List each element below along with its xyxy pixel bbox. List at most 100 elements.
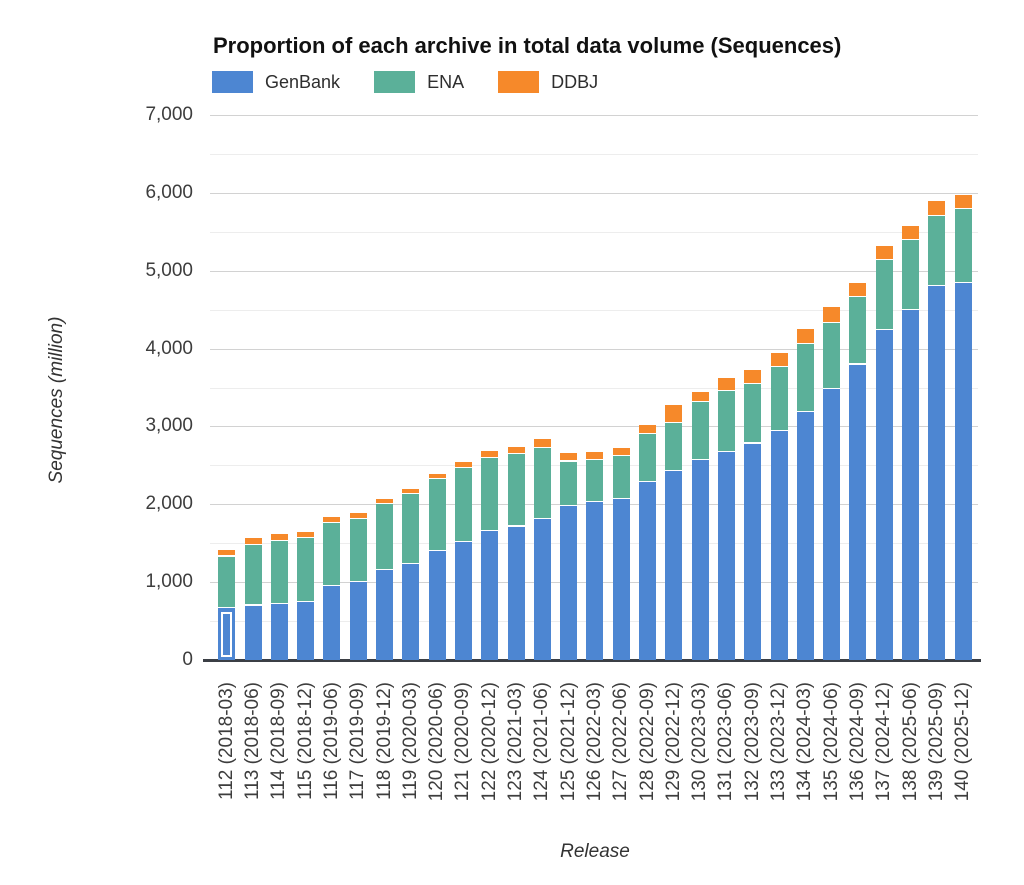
segment-ena[interactable]	[428, 478, 446, 551]
segment-genbank[interactable]	[560, 505, 578, 660]
segment-ena[interactable]	[218, 556, 236, 608]
segment-ena[interactable]	[954, 209, 972, 283]
segment-ena[interactable]	[586, 459, 604, 503]
segment-ddbj[interactable]	[902, 225, 919, 240]
segment-ddbj[interactable]	[586, 451, 604, 460]
segment-genbank[interactable]	[428, 550, 446, 660]
gridline-major	[210, 115, 978, 116]
segment-genbank[interactable]	[270, 603, 288, 660]
segment-ddbj[interactable]	[928, 200, 946, 217]
segment-ena[interactable]	[849, 297, 867, 365]
segment-ena[interactable]	[639, 434, 656, 482]
y-tick-label: 4,000	[145, 338, 193, 359]
segment-ddbj[interactable]	[770, 352, 788, 368]
segment-ddbj[interactable]	[218, 550, 236, 557]
segment-genbank[interactable]	[323, 585, 341, 660]
segment-genbank[interactable]	[481, 530, 499, 660]
segment-ena[interactable]	[691, 402, 709, 460]
segment-ena[interactable]	[454, 467, 472, 543]
segment-ddbj[interactable]	[612, 447, 630, 456]
segment-ddbj[interactable]	[507, 446, 525, 455]
segment-ddbj[interactable]	[349, 513, 367, 519]
legend-label: GenBank	[265, 71, 341, 92]
segment-ena[interactable]	[875, 260, 893, 331]
segment-genbank[interactable]	[902, 309, 919, 660]
segment-genbank[interactable]	[849, 364, 867, 660]
segment-ddbj[interactable]	[954, 194, 972, 210]
segment-genbank[interactable]	[244, 605, 262, 660]
gridline-minor	[210, 232, 978, 233]
segment-ddbj[interactable]	[744, 369, 762, 384]
segment-ena[interactable]	[770, 367, 788, 431]
segment-ena[interactable]	[902, 239, 919, 310]
segment-ena[interactable]	[717, 391, 735, 452]
segment-ena[interactable]	[560, 461, 578, 506]
segment-ena[interactable]	[349, 519, 367, 583]
segment-ddbj[interactable]	[639, 425, 656, 435]
legend-item-genbank[interactable]: GenBank	[212, 71, 340, 93]
segment-genbank[interactable]	[823, 389, 841, 660]
segment-ddbj[interactable]	[823, 307, 841, 323]
segment-genbank[interactable]	[533, 519, 551, 660]
segment-genbank[interactable]	[454, 542, 472, 660]
x-tick-label: 139 (2025-09)	[925, 682, 947, 802]
segment-ddbj[interactable]	[875, 246, 893, 261]
segment-ddbj[interactable]	[560, 453, 578, 462]
x-tick-label: 126 (2022-03)	[583, 682, 605, 802]
segment-ena[interactable]	[481, 458, 499, 531]
segment-ena[interactable]	[796, 343, 814, 413]
segment-genbank[interactable]	[402, 564, 420, 660]
segment-ena[interactable]	[323, 523, 341, 586]
segment-ena[interactable]	[823, 322, 841, 390]
segment-ena[interactable]	[244, 545, 262, 606]
segment-ena[interactable]	[533, 448, 551, 520]
segment-ena[interactable]	[297, 537, 315, 602]
segment-genbank[interactable]	[875, 330, 893, 660]
segment-genbank[interactable]	[297, 601, 315, 660]
segment-genbank[interactable]	[796, 412, 814, 660]
segment-genbank[interactable]	[349, 582, 367, 660]
x-tick-label: 117 (2019-09)	[347, 682, 369, 800]
segment-ddbj[interactable]	[849, 283, 867, 298]
segment-ddbj[interactable]	[297, 531, 315, 538]
segment-ddbj[interactable]	[428, 473, 446, 479]
segment-genbank[interactable]	[376, 570, 393, 660]
segment-ena[interactable]	[402, 494, 420, 565]
segment-ddbj[interactable]	[454, 461, 472, 468]
segment-ena[interactable]	[270, 540, 288, 604]
legend-item-ena[interactable]: ENA	[374, 71, 464, 93]
segment-ena[interactable]	[376, 503, 393, 571]
segment-genbank[interactable]	[954, 282, 972, 660]
legend-item-ddbj[interactable]: DDBJ	[498, 71, 598, 93]
segment-ena[interactable]	[612, 455, 630, 500]
segment-genbank[interactable]	[928, 285, 946, 660]
segment-ena[interactable]	[928, 216, 946, 286]
segment-genbank[interactable]	[639, 481, 656, 660]
segment-ena[interactable]	[744, 383, 762, 444]
segment-genbank[interactable]	[770, 430, 788, 660]
segment-ddbj[interactable]	[796, 328, 814, 344]
x-tick-label: 120 (2020-06)	[426, 682, 448, 802]
gridline-minor	[210, 310, 978, 311]
segment-ddbj[interactable]	[376, 499, 393, 504]
segment-genbank[interactable]	[744, 443, 762, 660]
x-tick-label: 140 (2025-12)	[952, 682, 974, 802]
segment-ddbj[interactable]	[691, 392, 709, 403]
segment-ddbj[interactable]	[244, 538, 262, 546]
segment-genbank[interactable]	[612, 499, 630, 660]
segment-ddbj[interactable]	[717, 378, 735, 392]
segment-ddbj[interactable]	[323, 516, 341, 524]
segment-genbank[interactable]	[507, 526, 525, 660]
segment-genbank[interactable]	[717, 451, 735, 660]
segment-ddbj[interactable]	[402, 489, 420, 495]
segment-genbank[interactable]	[665, 471, 683, 660]
segment-ddbj[interactable]	[665, 404, 683, 423]
segment-ena[interactable]	[665, 422, 683, 472]
segment-ena[interactable]	[507, 454, 525, 527]
segment-genbank[interactable]	[691, 459, 709, 660]
segment-ddbj[interactable]	[270, 534, 288, 541]
segment-ddbj[interactable]	[481, 450, 499, 459]
x-tick-label: 128 (2022-09)	[636, 682, 658, 802]
segment-genbank[interactable]	[586, 502, 604, 660]
segment-ddbj[interactable]	[533, 438, 551, 449]
